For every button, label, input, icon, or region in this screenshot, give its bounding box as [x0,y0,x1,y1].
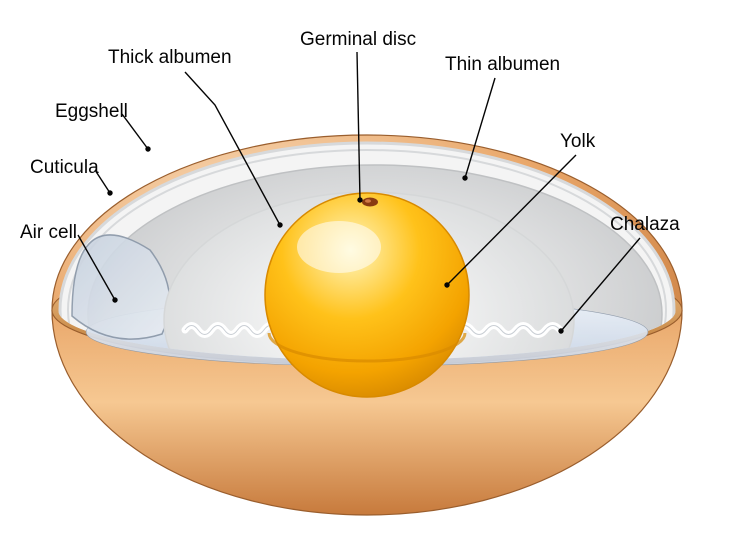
leader-dot-yolk [444,282,449,287]
label-eggshell: Eggshell [55,101,128,122]
germinal-disc [362,198,378,207]
label-yolk: Yolk [560,131,596,152]
leader-dot-cuticula [107,190,112,195]
leader-dot-thick_albumen [277,222,282,227]
label-thin_albumen: Thin albumen [445,54,560,75]
leader-dot-air_cell [112,297,117,302]
leader-dot-thin_albumen [462,175,467,180]
yolk [265,193,469,397]
label-air_cell: Air cell [20,222,77,243]
label-cuticula: Cuticula [30,157,99,178]
label-thick_albumen: Thick albumen [108,47,232,68]
leader-dot-chalaza [558,328,563,333]
label-chalaza: Chalaza [610,214,680,235]
label-germinal_disc: Germinal disc [300,29,416,50]
leader-dot-germinal_disc [357,197,362,202]
egg-anatomy-diagram: Thick albumen Germinal disc Thin albumen Eg… [0,0,735,534]
leader-dot-eggshell [145,146,150,151]
